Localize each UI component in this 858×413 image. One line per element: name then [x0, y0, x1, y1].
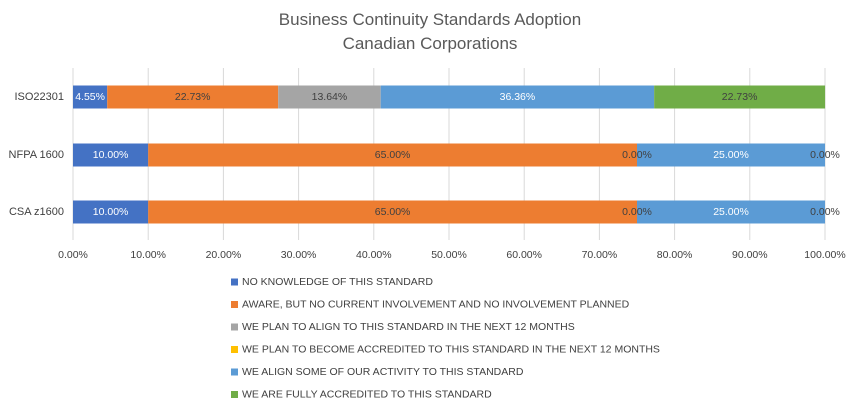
category-label: ISO22301	[14, 91, 64, 103]
bar-segment	[637, 200, 825, 224]
bar-segment	[148, 200, 637, 224]
data-label: 25.00%	[713, 206, 749, 218]
legend-item-label: WE PLAN TO BECOME ACCREDITED TO THIS STA…	[242, 343, 660, 355]
legend: NO KNOWLEDGE OF THIS STANDARD AWARE, BUT …	[231, 276, 660, 400]
x-tick-label: 50.00%	[431, 249, 467, 261]
x-tick-label: 100.00%	[804, 249, 845, 261]
data-labels: 4.55% 22.73% 13.64% 36.36% 22.73% 10.00% 65.00…	[75, 91, 840, 218]
data-label: 36.36%	[500, 91, 536, 103]
data-label: 10.00%	[93, 206, 129, 218]
bar-segment	[73, 143, 149, 167]
legend-item-label: WE PLAN TO ALIGN TO THIS STANDARD IN THE…	[242, 321, 575, 333]
y-axis-categories: ISO22301 NFPA 1600 CSA z1600	[9, 91, 64, 218]
legend-swatch	[231, 391, 238, 398]
x-tick-label: 60.00%	[506, 249, 542, 261]
data-label: 65.00%	[375, 206, 411, 218]
legend-item-label: AWARE, BUT NO CURRENT INVOLVEMENT AND NO…	[242, 298, 630, 310]
x-axis-ticks: 0.00% 10.00% 20.00% 30.00% 40.00% 50.00% 60.00…	[58, 249, 846, 261]
data-label: 22.73%	[722, 91, 758, 103]
bar-segment	[107, 85, 279, 109]
chart-subtitle: Canadian Corporations	[343, 34, 518, 53]
data-label: 22.73%	[175, 91, 211, 103]
x-tick-label: 30.00%	[281, 249, 317, 261]
data-label: 0.00%	[622, 149, 652, 161]
bar-segment	[380, 85, 655, 109]
category-label: CSA z1600	[9, 206, 64, 218]
chart-title: Business Continuity Standards Adoption	[279, 10, 581, 29]
legend-item-label: WE ARE FULLY ACCREDITED TO THIS STANDARD	[242, 388, 492, 400]
x-tick-label: 40.00%	[356, 249, 392, 261]
legend-swatch	[231, 368, 238, 376]
category-label: NFPA 1600	[9, 149, 64, 161]
legend-item-label: WE ALIGN SOME OF OUR ACTIVITY TO THIS ST…	[242, 366, 524, 378]
data-label: 0.00%	[810, 149, 840, 161]
bars	[73, 85, 826, 224]
bar-segment	[278, 85, 381, 109]
legend-swatch	[231, 301, 238, 308]
data-label: 65.00%	[375, 149, 411, 161]
x-tick-label: 0.00%	[58, 249, 88, 261]
x-tick-label: 10.00%	[130, 249, 166, 261]
legend-swatch	[231, 323, 238, 331]
bar-segment	[654, 85, 826, 109]
x-tick-label: 20.00%	[206, 249, 242, 261]
bar-segment	[637, 143, 825, 167]
data-label: 4.55%	[75, 91, 105, 103]
x-tick-label: 80.00%	[657, 249, 693, 261]
bar-segment	[148, 143, 637, 167]
legend-item-label: NO KNOWLEDGE OF THIS STANDARD	[242, 276, 433, 288]
x-tick-label: 90.00%	[732, 249, 768, 261]
data-label: 10.00%	[93, 149, 129, 161]
x-tick-label: 70.00%	[582, 249, 618, 261]
legend-swatch	[231, 278, 238, 286]
data-label: 0.00%	[622, 206, 652, 218]
data-label: 0.00%	[810, 206, 840, 218]
bar-segment	[73, 85, 108, 109]
data-label: 25.00%	[713, 149, 749, 161]
bar-segment	[73, 200, 149, 224]
legend-swatch	[231, 346, 238, 353]
data-label: 13.64%	[312, 91, 348, 103]
